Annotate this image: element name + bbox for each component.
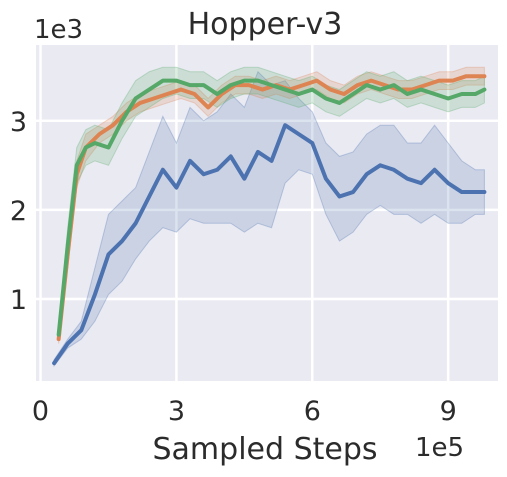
series-1-band: [53, 70, 485, 368]
x-tick-label: 0: [32, 396, 49, 427]
x-axis-multiplier: 1e5: [415, 433, 464, 463]
x-tick-label: 3: [168, 396, 185, 427]
series-2-line: [56, 74, 487, 342]
gridlines: [36, 45, 498, 381]
x-axis-label: Sampled Steps: [153, 432, 378, 467]
y-tick-label: 1: [10, 285, 27, 316]
y-tick-label: 2: [10, 196, 27, 227]
x-tick-label: 6: [304, 396, 321, 427]
x-tick-label: 9: [440, 396, 457, 427]
chart-title: Hopper-v3: [188, 7, 343, 42]
series-1-line: [52, 123, 487, 366]
y-axis-multiplier: 1e3: [34, 15, 83, 45]
plot-background: [36, 45, 498, 381]
y-tick-label: 3: [10, 107, 27, 138]
series-lines: [52, 74, 487, 366]
series-3-line: [56, 78, 487, 337]
